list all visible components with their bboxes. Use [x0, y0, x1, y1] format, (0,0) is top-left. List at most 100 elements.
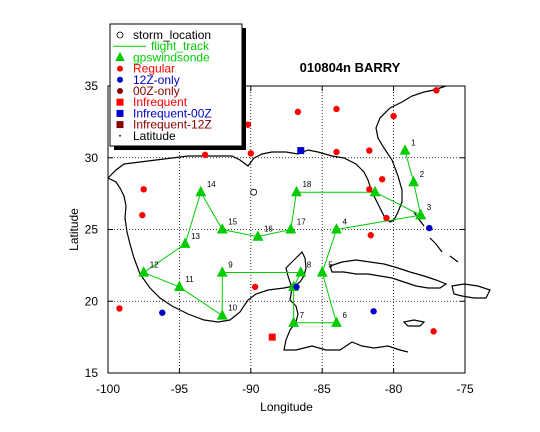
y-tick-label: 35 — [85, 79, 99, 93]
regular-station-marker — [116, 305, 123, 312]
regular-station-marker — [390, 112, 397, 120]
legend-label: storm_location — [133, 28, 211, 42]
waypoint-label: 14 — [207, 180, 216, 189]
waypoint-label: 8 — [307, 261, 312, 270]
twelve-z-station-marker — [293, 283, 300, 291]
regular-station-marker — [378, 176, 386, 183]
x-tick-label: -90 — [242, 382, 260, 396]
legend-symbol — [117, 88, 123, 94]
gpswindsonde-marker — [174, 280, 185, 291]
regular-station-marker — [430, 328, 437, 335]
legend-box — [109, 23, 243, 147]
twelve-z-station-marker — [426, 224, 433, 232]
waypoint-label: 7 — [300, 311, 305, 320]
regular-station-marker — [366, 186, 373, 193]
regular-station-marker — [294, 108, 302, 116]
gpswindsonde-marker — [415, 208, 427, 220]
regular-station-marker — [333, 148, 340, 156]
legend-symbol — [115, 51, 125, 61]
y-tick-label: 30 — [85, 151, 99, 165]
x-tick-label: -95 — [171, 382, 189, 396]
gpswindsonde-marker — [295, 266, 307, 277]
waypoint-label: 4 — [342, 218, 347, 227]
legend-symbol — [116, 121, 124, 129]
waypoint-label: 1 — [411, 139, 416, 148]
regular-station-marker — [247, 150, 254, 157]
waypoint-label: 15 — [228, 218, 237, 227]
legend-label: 12Z-only — [133, 73, 180, 87]
gpswindsonde-marker — [399, 144, 411, 155]
coastline-bahamas — [413, 211, 459, 263]
gpswindsonde-marker — [331, 223, 342, 234]
x-tick-label: -75 — [456, 382, 474, 396]
waypoint-label: 18 — [302, 180, 311, 189]
gpswindsonde-marker — [408, 175, 419, 187]
gpswindsonde-marker — [216, 309, 228, 320]
gpswindsonde-marker — [316, 266, 328, 277]
marker-layer — [116, 87, 440, 341]
legend-items: storm_locationflight_trackgpswindsondeRe… — [113, 28, 212, 143]
gpswindsonde-marker — [179, 237, 191, 248]
waypoint-label: 6 — [342, 311, 347, 320]
gpswindsonde-marker — [138, 266, 150, 277]
waypoint-label: 2 — [420, 170, 425, 179]
infrequent-station-marker — [268, 333, 276, 341]
legend: storm_locationflight_trackgpswindsondeRe… — [109, 23, 246, 150]
y-axis-label: Latitude — [67, 208, 81, 251]
regular-station-marker — [140, 186, 147, 193]
x-tick-label: -85 — [314, 382, 332, 396]
twelve-z-station-marker — [159, 309, 166, 316]
legend-label: Latitude — [133, 129, 176, 143]
legend-label: 00Z-only — [133, 84, 180, 98]
legend-label: Infrequent-00Z — [133, 106, 212, 120]
axis-layer: -100 -95 -90 -85 -80 -751520253035LongitudeLa… — [67, 79, 474, 414]
coastline-hispaniola — [451, 283, 491, 299]
gpswindsonde-marker — [195, 185, 207, 197]
gpswindsonde-marker — [369, 185, 381, 197]
waypoint-label: 12 — [150, 261, 159, 270]
twelve-z-station-marker — [370, 308, 377, 315]
y-tick-label: 25 — [85, 223, 99, 237]
gpswindsonde-marker — [216, 223, 228, 234]
flight-track-line — [142, 150, 422, 324]
coastline-gulf — [107, 177, 409, 353]
regular-station-marker — [367, 232, 374, 239]
waypoint-label: 3 — [427, 203, 432, 212]
gpswindsonde-marker — [288, 316, 300, 327]
waypoint-label: 16 — [264, 225, 273, 234]
y-tick-label: 15 — [85, 366, 99, 380]
regular-station-marker — [244, 121, 252, 128]
legend-symbol — [116, 31, 124, 39]
legend-symbol — [117, 65, 123, 72]
legend-label: Infrequent-12Z — [133, 118, 212, 132]
gpswindsonde-marker — [291, 185, 302, 197]
waypoint-label: 9 — [228, 261, 233, 270]
legend-symbol — [119, 134, 121, 137]
gpswindsonde-marker — [252, 230, 264, 241]
legend-symbol — [116, 98, 124, 106]
coastline-jamaica — [402, 319, 426, 327]
chart-title: 010804n BARRY — [300, 60, 401, 75]
regular-station-marker — [366, 147, 373, 154]
legend-symbol — [117, 76, 123, 83]
grid-layer — [108, 86, 465, 373]
coastline-cuba — [329, 259, 448, 289]
x-tick-label: -100 — [96, 382, 120, 396]
regular-station-marker — [201, 151, 209, 159]
x-tick-label: -80 — [385, 382, 403, 396]
x-axis-label: Longitude — [260, 400, 313, 414]
legend-symbol — [116, 109, 124, 117]
gpswindsonde-marker — [331, 316, 342, 327]
regular-station-marker — [383, 214, 390, 222]
waypoint-label: 11 — [185, 275, 194, 284]
storm-location-marker — [250, 188, 258, 196]
regular-station-marker — [433, 87, 440, 94]
gpswindsonde-marker — [216, 266, 228, 277]
waypoint-label: 5 — [328, 261, 333, 270]
legend-label: flight_track — [151, 39, 210, 53]
regular-station-marker — [139, 211, 146, 219]
y-tick-label: 20 — [85, 294, 99, 308]
legend-label: Infrequent — [133, 95, 188, 109]
